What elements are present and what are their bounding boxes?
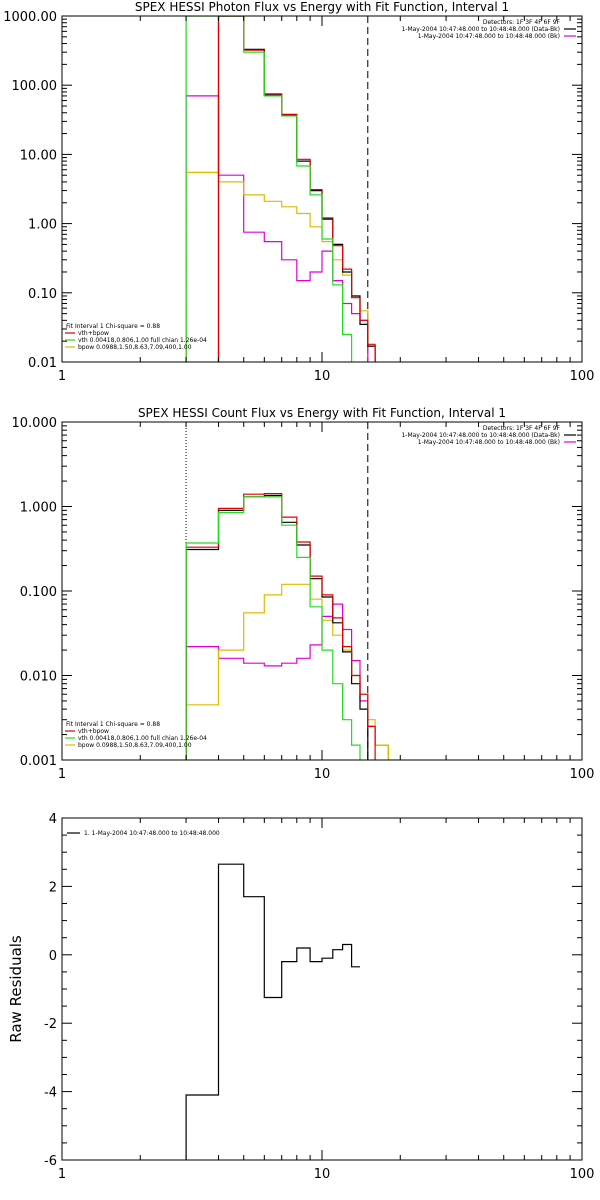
y-tick-label: -2 (44, 1017, 57, 1032)
y-tick-label: 0.01 (28, 356, 57, 371)
bpow-series-line (185, 171, 376, 362)
y-tick-label: 10.000 (12, 416, 58, 431)
bk-series-line (185, 603, 389, 760)
vth-series-line (185, 16, 353, 362)
legend-line: Fit Interval 1 Chi-square = 0.88 (66, 721, 160, 728)
y-tick-label: 2 (49, 880, 57, 895)
legend-line: vth+bpow (78, 728, 109, 735)
plot-frame (61, 817, 583, 1161)
header-line: 1-May-2004 10:47:48.000 to 10:48:48.000 … (418, 33, 560, 40)
y-tick-label: 1.000 (20, 501, 57, 516)
y-tick-label: 0.10 (28, 287, 57, 302)
header-line: 1-May-2004 10:47:48.000 to 10:48:48.000 … (401, 432, 560, 439)
legend-line: bpow 0.0988,1.50,8.63,7.09,400,1.00 (78, 742, 192, 749)
header-line: 1-May-2004 10:47:48.000 to 10:48:48.000 … (401, 26, 560, 33)
chart-panel-1: SPEX HESSI Photon Flux vs Energy with Fi… (3, 0, 594, 384)
header-line: 1-May-2004 10:47:48.000 to 10:48:48.000 … (418, 439, 560, 446)
y-tick-label: 0 (49, 949, 57, 964)
x-tick-label: 100 (570, 369, 595, 384)
x-tick-label: 1 (58, 1167, 66, 1182)
legend-line: 1. 1-May-2004 10:47:48.000 to 10:48:48.0… (84, 830, 220, 837)
y-tick-label: 0.010 (20, 670, 57, 685)
legend-line: vth+bpow (78, 330, 109, 337)
observed-series-line (185, 494, 369, 760)
y-tick-label: -4 (44, 1086, 57, 1101)
y-tick-label: 0.001 (20, 754, 57, 769)
y-tick-label: 1.00 (28, 218, 57, 233)
x-tick-label: 100 (570, 767, 595, 782)
observed-series-line (217, 16, 376, 362)
x-tick-label: 10 (314, 1167, 331, 1182)
bk-series-line (185, 95, 369, 362)
chart-title: SPEX HESSI Photon Flux vs Energy with Fi… (135, 0, 509, 14)
legend-line: Fit Interval 1 Chi-square = 0.88 (66, 323, 160, 330)
chart-title: SPEX HESSI Count Flux vs Energy with Fit… (138, 406, 506, 420)
y-tick-label: 100.00 (12, 79, 58, 94)
header-line: Detectors: 1F 3F 4F 6F 9F (483, 425, 561, 432)
header-line: Detectors: 1F 3F 4F 6F 9F (483, 19, 561, 26)
y-axis-label: Raw Residuals (7, 935, 25, 1043)
legend-line: vth 0.00418,0.806,1.00 full chian 1.26e-… (78, 735, 207, 742)
x-tick-label: 100 (570, 1167, 595, 1182)
chart-panel-2: SPEX HESSI Count Flux vs Energy with Fit… (12, 406, 595, 782)
y-tick-label: 4 (49, 812, 57, 827)
y-tick-label: 1000.00 (3, 10, 57, 25)
x-tick-label: 10 (314, 369, 331, 384)
residual-series-line (185, 863, 360, 1160)
y-tick-label: 10.00 (20, 148, 57, 163)
x-tick-label: 10 (314, 767, 331, 782)
y-tick-label: -6 (44, 1154, 57, 1169)
legend-line: bpow 0.0988,1.50,8.63,7.09,400,1.00 (78, 344, 192, 351)
total-series-line (217, 16, 376, 362)
x-tick-label: 1 (58, 369, 66, 384)
legend-line: vth 0.00418,0.806,1.00 full chian 1.26e-… (78, 337, 207, 344)
y-tick-label: 0.100 (20, 585, 57, 600)
vth-series-line (185, 496, 361, 760)
chart-panel-3: 1 10 100 -6 -4 -2 0 2 4 Raw Residuals 1. 1-May-200… (7, 812, 594, 1182)
x-tick-label: 1 (58, 767, 66, 782)
